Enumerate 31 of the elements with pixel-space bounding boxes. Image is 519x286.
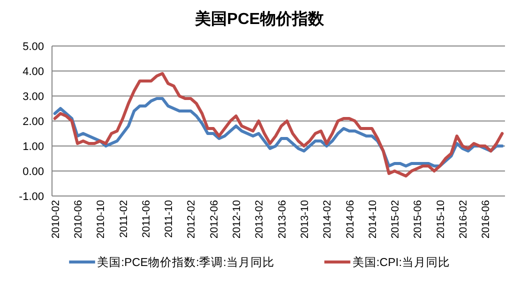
x-tick-label: 2014-10 [366, 200, 379, 239]
x-tick-label: 2012-10 [231, 200, 244, 239]
x-tick-label: 2016-02 [458, 200, 470, 239]
x-tick-label: 2011-02 [118, 200, 130, 238]
y-tick-label: 5.00 [22, 41, 44, 53]
x-tick-label: 2010-10 [95, 200, 108, 239]
y-tick-label: 1.00 [22, 141, 44, 153]
legend-label: 美国:PCE物价指数:季调:当月同比 [97, 255, 274, 269]
y-tick-label: 3.00 [22, 91, 44, 103]
x-tick-label: 2010-06 [72, 200, 84, 239]
x-tick-label: 2010-02 [50, 200, 62, 239]
y-tick-label: 2.00 [22, 116, 44, 128]
line-series [53, 72, 504, 178]
y-tick-label: -1.00 [18, 191, 44, 203]
x-tick-label: 2013-02 [254, 200, 266, 239]
x-tick-label: 2013-10 [298, 200, 311, 239]
y-tick-label: 4.00 [22, 66, 44, 78]
x-tick-label: 2014-02 [322, 200, 334, 239]
x-tick-label: 2011-06 [140, 200, 152, 238]
x-tick-label: 2012-02 [186, 200, 198, 239]
x-tick-label: 2012-06 [208, 200, 220, 239]
x-tick-label: 2016-06 [480, 200, 492, 239]
legend-label: 美国:CPI:当月同比 [352, 255, 450, 269]
chart-title: 美国PCE物价指数 [194, 9, 325, 28]
x-tick-label: 2014-06 [344, 200, 356, 239]
y-tick-label: 0.00 [22, 166, 44, 178]
x-tick-label: 2015-02 [390, 200, 402, 239]
x-tick-label: 2013-06 [276, 200, 288, 239]
x-tick-label: 2015-06 [412, 200, 424, 239]
x-tick-label: 2015-10 [434, 200, 447, 239]
x-tick-label: 2011-10 [163, 200, 176, 238]
